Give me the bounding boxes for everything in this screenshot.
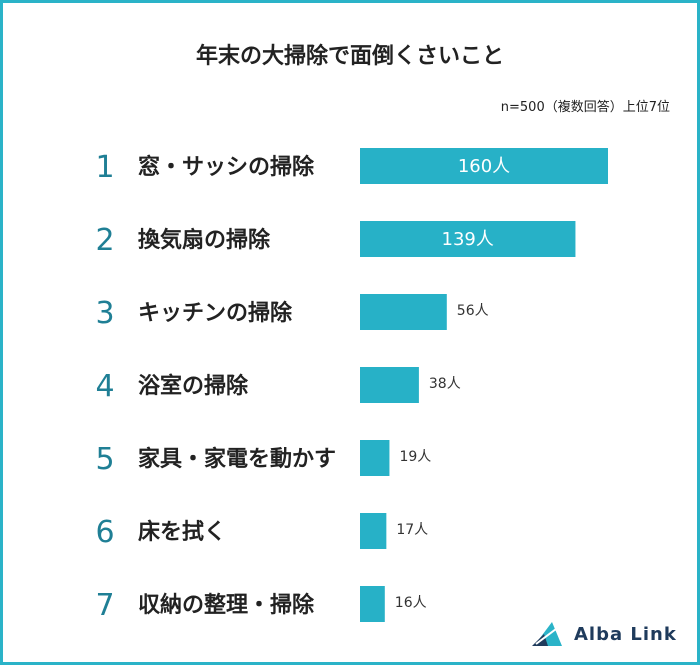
value-label: 56人 <box>457 303 489 319</box>
bar <box>360 367 419 403</box>
chart-title: 年末の大掃除で面倒くさいこと <box>195 44 504 69</box>
bar <box>360 148 608 184</box>
chart-subtitle: n=500（複数回答）上位7位 <box>500 100 670 115</box>
value-label: 139人 <box>442 229 494 250</box>
alba-link-triangle-icon <box>532 622 562 646</box>
bar <box>360 586 385 622</box>
category-label: 家具・家電を動かす <box>138 446 336 472</box>
category-label: 窓・サッシの掃除 <box>138 154 315 180</box>
category-label: 浴室の掃除 <box>138 373 249 399</box>
value-label: 17人 <box>396 522 428 538</box>
rank-number: 3 <box>95 296 114 331</box>
rank-number: 6 <box>95 515 114 550</box>
category-label: キッチンの掃除 <box>138 300 293 326</box>
rank-number: 5 <box>95 442 114 477</box>
rank-number: 2 <box>95 223 114 258</box>
logo-text: Alba Link <box>574 623 677 645</box>
category-label: 換気扇の掃除 <box>138 227 271 253</box>
category-label: 収納の整理・掃除 <box>138 592 315 618</box>
rank-number: 7 <box>95 588 114 623</box>
bar <box>360 294 447 330</box>
bar <box>360 440 390 476</box>
value-label: 19人 <box>399 449 431 465</box>
value-label: 16人 <box>395 595 427 611</box>
rank-number: 1 <box>95 150 114 185</box>
category-label: 床を拭く <box>138 519 226 545</box>
value-label: 160人 <box>458 156 510 177</box>
value-label: 38人 <box>429 376 461 392</box>
bar <box>360 221 576 257</box>
bar <box>360 513 387 549</box>
brand-logo: Alba Link <box>530 620 677 648</box>
rank-number: 4 <box>95 369 114 404</box>
